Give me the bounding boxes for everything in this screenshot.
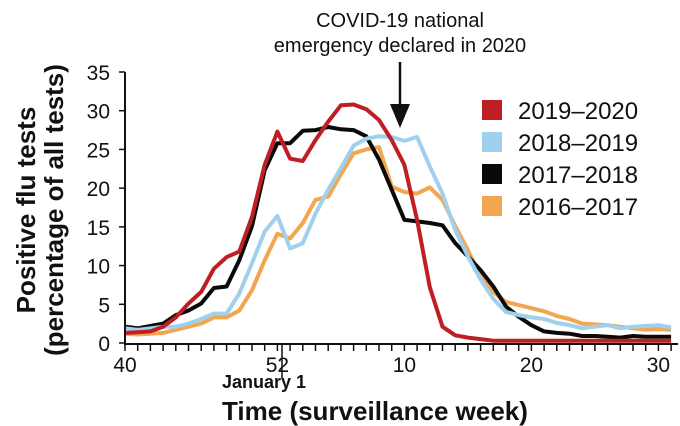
annotation-line2: emergency declared in 2020 — [274, 35, 526, 57]
y-tick-label: 25 — [87, 139, 110, 162]
legend-swatch — [482, 132, 502, 152]
y-tick-label: 15 — [87, 217, 110, 240]
x-tick-label: 30 — [647, 354, 670, 377]
legend-label: 2017–2018 — [518, 162, 638, 189]
legend-swatch — [482, 164, 502, 184]
y-axis-title-line1: Positive flu tests — [11, 107, 41, 314]
series-line-2017-2018 — [124, 125, 672, 340]
legend-label: 2016–2017 — [518, 194, 638, 221]
annotation-line1: COVID-19 national — [316, 10, 484, 32]
x-tick-label: 40 — [113, 354, 136, 377]
legend-label: 2019–2020 — [518, 98, 638, 125]
y-tick-label: 20 — [87, 178, 110, 201]
x-tick-label: 10 — [393, 354, 416, 377]
x-axis-title: Time (surveillance week) — [222, 396, 528, 426]
annotation-arrow-head — [390, 104, 410, 128]
y-tick-label: 5 — [98, 294, 110, 317]
ticks — [119, 71, 672, 351]
series-layer — [124, 102, 672, 343]
x-tick-labels: 40 52 10 20 30 — [113, 354, 670, 377]
y-tick-label: 30 — [87, 101, 110, 124]
x-tick-label: 20 — [520, 354, 543, 377]
y-axis-title-line2: (percentage of all tests) — [39, 64, 69, 356]
axes — [124, 72, 678, 378]
y-tick-label: 0 — [98, 333, 110, 356]
y-tick-label: 35 — [87, 62, 110, 85]
legend: 2019–2020 2018–2019 2017–2018 2016–2017 — [482, 98, 638, 221]
x-tick-sublabel: January 1 — [222, 372, 306, 392]
legend-swatch — [482, 100, 502, 120]
series-line-2016-2017 — [124, 145, 672, 337]
legend-label: 2018–2019 — [518, 130, 638, 157]
legend-swatch — [482, 196, 502, 216]
series-line-2019-2020 — [124, 102, 672, 343]
y-tick-label: 10 — [87, 256, 110, 279]
y-tick-labels: 0 5 10 15 20 25 30 35 — [87, 62, 110, 356]
series-line-2018-2019 — [124, 134, 672, 332]
x-tick-label: 52 — [266, 354, 289, 377]
